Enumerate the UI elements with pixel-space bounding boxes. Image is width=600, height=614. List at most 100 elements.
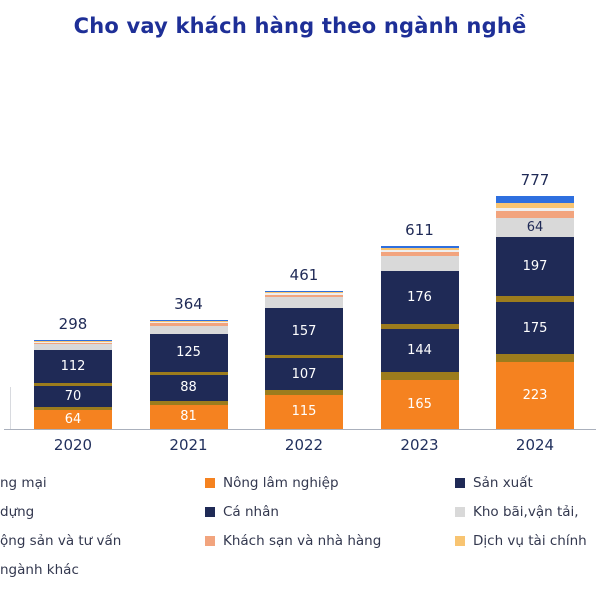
bar-segment-ca-nhan: 107 xyxy=(265,358,343,391)
segment-value-label: 175 xyxy=(522,320,548,336)
x-axis-label: 2022 xyxy=(284,436,324,454)
legend-label: Kho bãi,vận tải, xyxy=(473,503,579,520)
bar-segment-dung xyxy=(380,323,459,330)
bar-segment-san-xuat: 157 xyxy=(265,307,343,355)
bar-segment-ong-san-va-tu-van xyxy=(34,341,112,343)
y-axis xyxy=(10,387,11,429)
legend-label: ng mại xyxy=(0,474,47,491)
bar-segment-ng-mai xyxy=(34,406,112,410)
bar-segment-dung xyxy=(149,371,228,375)
x-axis-label: 2021 xyxy=(169,436,208,454)
bar-segment-nganh-khac xyxy=(380,245,459,248)
x-axis-label: 2023 xyxy=(400,436,439,454)
bar-column: 611 176 144 165 xyxy=(380,220,459,429)
bar-segment-ng-mai xyxy=(496,354,574,363)
bar-segment-ong-san-va-tu-van xyxy=(380,249,459,252)
bar-segment-nong-lam-nghiep: 81 xyxy=(149,404,228,429)
legend-item-kho-bai-van-tai: Kho bãi,vận tải, xyxy=(455,497,600,526)
bar-segment-ong-san-va-tu-van xyxy=(149,322,228,324)
bar-segment-kho-bai-van-tai: 64 xyxy=(496,217,574,237)
stacked-bar: 176 144 165 xyxy=(380,245,459,429)
segment-value-label: 107 xyxy=(291,366,317,382)
legend-label: dựng xyxy=(0,503,35,520)
x-axis-label: 2024 xyxy=(515,436,555,454)
segment-value-label: 157 xyxy=(291,323,317,339)
bar-segment-nganh-khac xyxy=(149,319,228,321)
legend-swatch-icon xyxy=(455,506,465,517)
segment-value-label: 176 xyxy=(407,289,432,305)
segment-value-label: 115 xyxy=(291,404,317,420)
legend-item-ng-mai: ng mại xyxy=(0,468,205,497)
bar-segment-nong-lam-nghiep: 165 xyxy=(380,379,459,429)
bar-segment-dich-vu-tai-chinh xyxy=(149,320,228,323)
bar-segment-ca-nhan: 144 xyxy=(380,329,459,373)
segment-value-label: 64 xyxy=(526,219,544,235)
legend-item-nganh-khac: ngành khác xyxy=(0,555,205,584)
bar-chart: 298 112 70 64 364 125 88 81 461 157 107 115 611 176 14… xyxy=(0,44,600,454)
legend-column: Nông lâm nghiệp Cá nhân Khách sạn và nhà h… xyxy=(205,468,455,584)
bar-total-label: 461 xyxy=(289,265,319,284)
bar-column: 777 64 197 175 223 xyxy=(496,171,574,429)
bar-segment-nganh-khac xyxy=(496,195,574,204)
bar-segment-san-xuat: 197 xyxy=(496,236,574,296)
stacked-bar: 125 88 81 xyxy=(149,319,228,429)
legend-item-ong-san-va-tu-van: ộng sản và tư vấn xyxy=(0,526,205,555)
bar-segment-dich-vu-tai-chinh xyxy=(265,291,343,294)
bar-total-label: 364 xyxy=(174,294,203,313)
bar-segment-san-xuat: 112 xyxy=(34,349,112,384)
bar-segment-khach-san-va-nha-hang xyxy=(380,251,459,256)
bar-column: 461 157 107 115 xyxy=(265,266,343,429)
bar-segment-ca-nhan: 88 xyxy=(149,374,228,402)
bar-total-label: 777 xyxy=(520,170,550,189)
bar-total-label: 611 xyxy=(405,220,434,239)
segment-value-label: 88 xyxy=(180,380,197,396)
bar-segment-nong-lam-nghiep: 115 xyxy=(265,394,343,429)
bar-segment-khach-san-va-nha-hang xyxy=(496,210,574,218)
legend-label: Sản xuất xyxy=(473,474,533,491)
bar-segment-ong-san-va-tu-van xyxy=(265,293,343,295)
chart-title: Cho vay khách hàng theo ngành nghề xyxy=(73,14,527,38)
bar-segment-khach-san-va-nha-hang xyxy=(149,323,228,326)
segment-value-label: 165 xyxy=(407,396,432,412)
legend-label: Dịch vụ tài chính xyxy=(473,532,587,549)
year-labels-row: 2020 2021 2022 2023 2024 xyxy=(0,430,600,454)
bar-segment-dung xyxy=(496,295,574,302)
legend-item-khach-san-va-nha-hang: Khách sạn và nhà hàng xyxy=(205,526,455,555)
bar-segment-dung xyxy=(34,383,112,386)
bar-segment-nong-lam-nghiep: 223 xyxy=(496,362,574,429)
bar-segment-nganh-khac xyxy=(265,290,343,292)
bar-segment-kho-bai-van-tai xyxy=(380,255,459,271)
bar-segment-ng-mai xyxy=(149,401,228,405)
stacked-bar: 112 70 64 xyxy=(34,339,112,429)
legend-column: ng mại dựng ộng sản và tư vấn ngành khác xyxy=(0,468,205,584)
bar-segment-kho-bai-van-tai xyxy=(149,325,228,335)
bar-segment-khach-san-va-nha-hang xyxy=(265,294,343,298)
bar-segment-dung xyxy=(265,354,343,359)
x-axis xyxy=(4,429,596,430)
bar-segment-san-xuat: 176 xyxy=(380,270,459,324)
bar-segment-khach-san-va-nha-hang xyxy=(34,342,112,345)
segment-value-label: 81 xyxy=(180,409,197,425)
bar-segment-ca-nhan: 70 xyxy=(34,385,112,407)
bar-segment-kho-bai-van-tai xyxy=(34,344,112,350)
legend-item-dich-vu-tai-chinh: Dịch vụ tài chính xyxy=(455,526,600,555)
legend-item-san-xuat: Sản xuất xyxy=(455,468,600,497)
x-axis-label: 2020 xyxy=(53,436,93,454)
legend-item-dung: dựng xyxy=(0,497,205,526)
segment-value-label: 223 xyxy=(522,388,548,404)
legend-swatch-icon xyxy=(455,535,465,546)
legend-label: Cá nhân xyxy=(223,503,279,520)
chart-legend: ng mại dựng ộng sản và tư vấn ngành khác Nôn… xyxy=(0,468,600,584)
legend-swatch-icon xyxy=(455,477,465,488)
bar-segment-kho-bai-van-tai xyxy=(265,297,343,308)
segment-value-label: 125 xyxy=(176,345,201,361)
segment-value-label: 70 xyxy=(64,388,82,404)
legend-label: ộng sản và tư vấn xyxy=(0,532,122,549)
legend-item-ca-nhan: Cá nhân xyxy=(205,497,455,526)
legend-column: Sản xuất Kho bãi,vận tải, Dịch vụ tài chín… xyxy=(455,468,600,584)
bar-column: 298 112 70 64 xyxy=(34,315,112,429)
legend-item-nong-lam-nghiep: Nông lâm nghiệp xyxy=(205,468,455,497)
bar-segment-ca-nhan: 175 xyxy=(496,301,574,355)
legend-label: Nông lâm nghiệp xyxy=(223,474,339,491)
bar-column: 364 125 88 81 xyxy=(149,294,228,429)
